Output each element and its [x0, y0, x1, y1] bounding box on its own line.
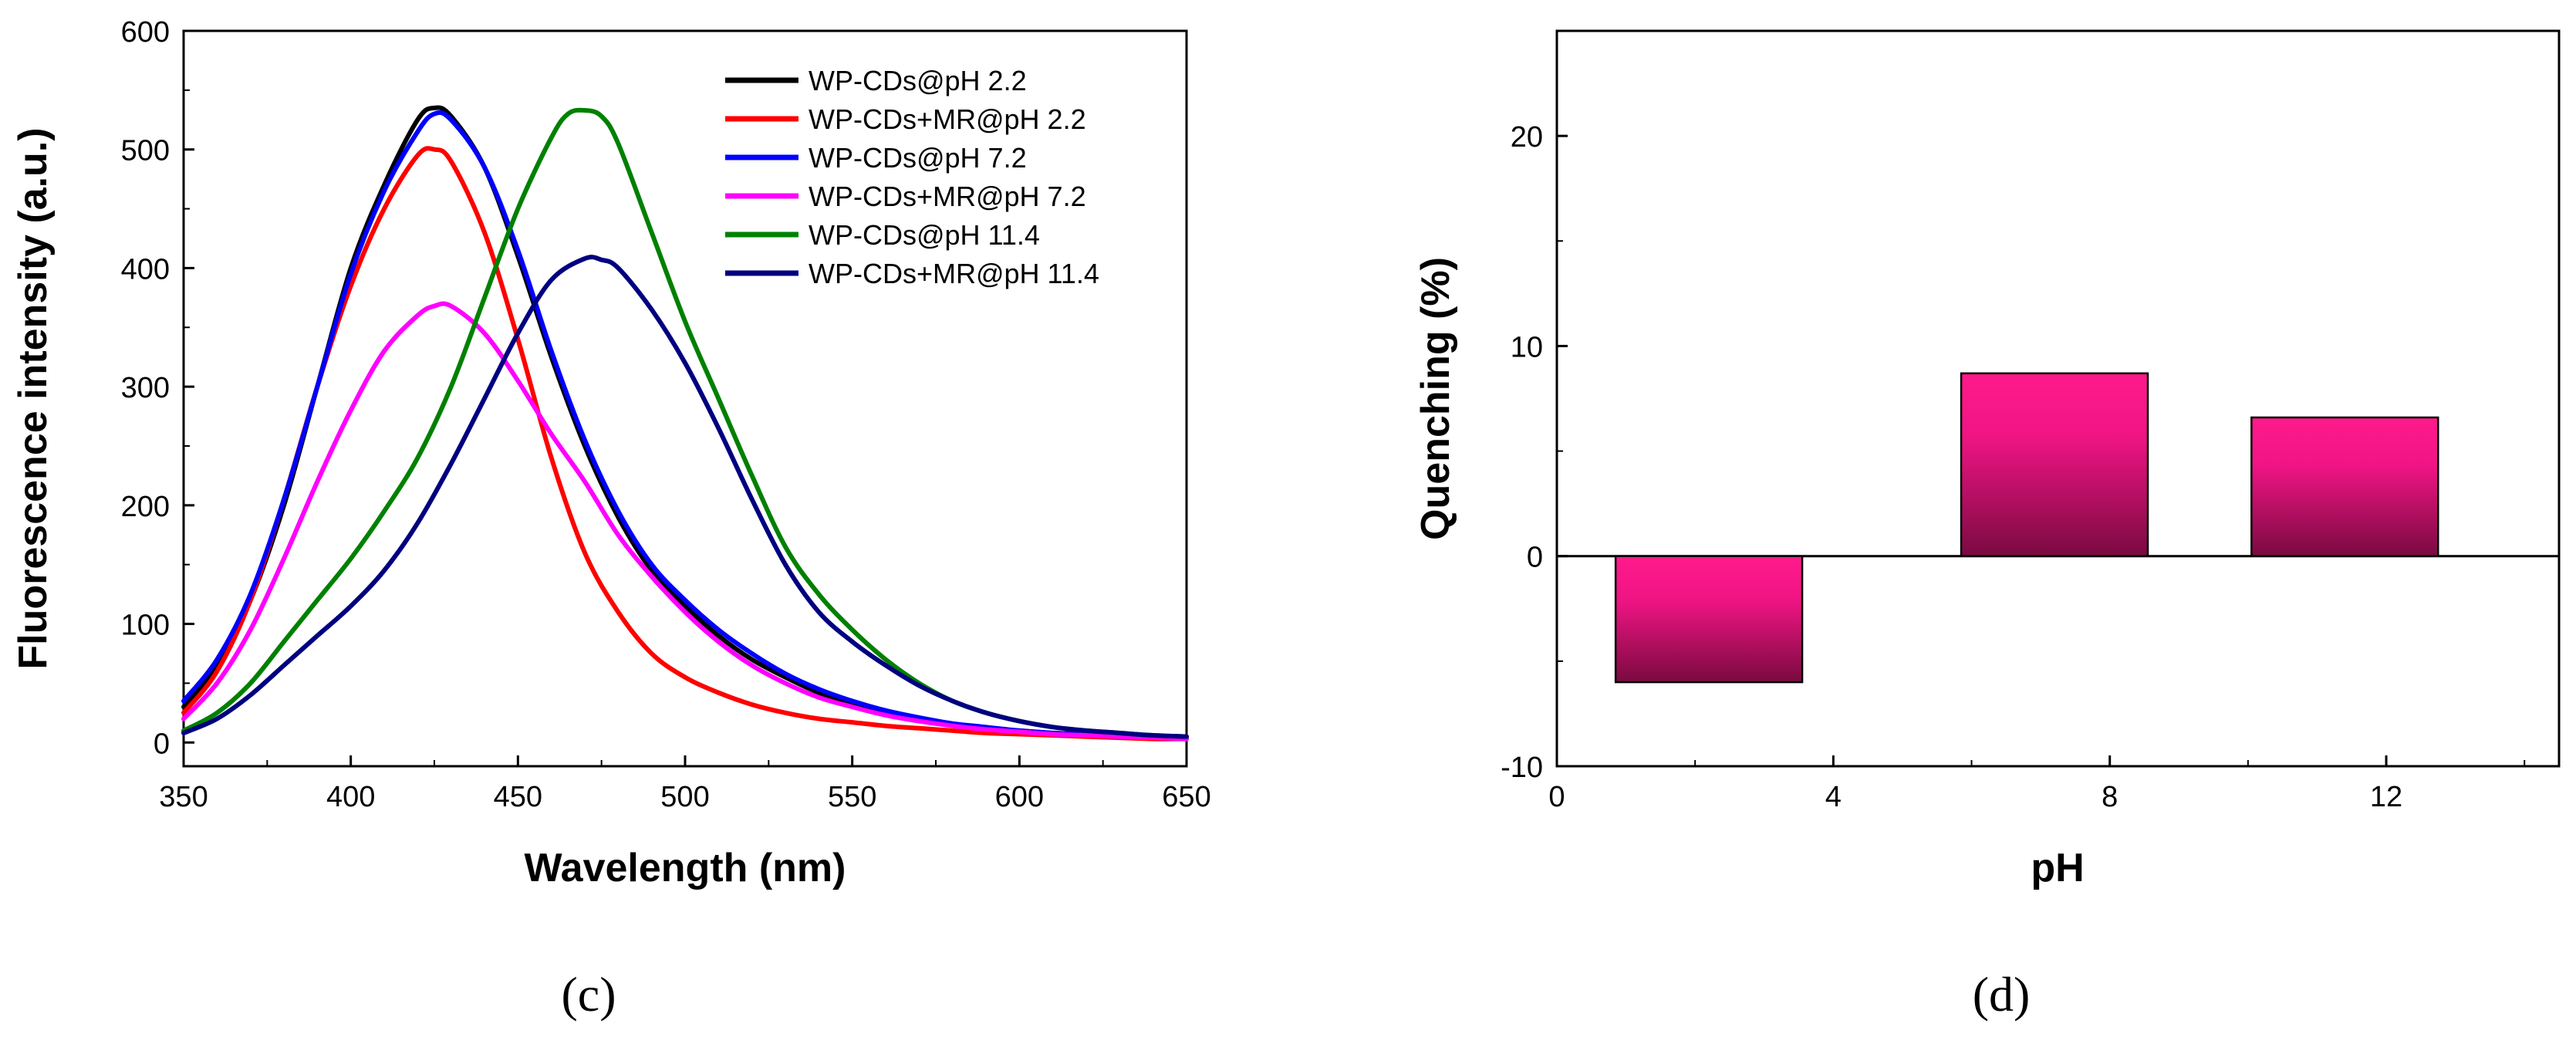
- legend-label: WP-CDs@pH 7.2: [809, 142, 1027, 174]
- y-tick-label: 20: [1511, 121, 1543, 154]
- legend-label: WP-CDs+MR@pH 2.2: [809, 103, 1086, 135]
- y-tick-label: 200: [121, 491, 170, 523]
- x-tick-label: 350: [159, 781, 208, 813]
- panel-label-c: (c): [561, 967, 616, 1022]
- x-tick-label: 8: [2102, 781, 2118, 813]
- legend: WP-CDs@pH 2.2 WP-CDs+MR@pH 2.2 WP-CDs@pH 7…: [725, 65, 1099, 289]
- x-axis-label: pH: [2031, 846, 2084, 890]
- x-tick-label: 450: [494, 781, 542, 813]
- x-tick-label: 4: [1825, 781, 1842, 813]
- x-tick-label: 12: [2370, 781, 2402, 813]
- x-axis-label: Wavelength (nm): [525, 846, 846, 890]
- y-tick-label: 300: [121, 372, 170, 404]
- y-axis: -10 0 10 20: [1501, 30, 1568, 784]
- plot-frame: [1555, 29, 2561, 768]
- y-tick-label: 500: [121, 135, 170, 167]
- y-tick-label: 100: [121, 610, 170, 642]
- legend-label: WP-CDs@pH 11.4: [809, 219, 1040, 251]
- y-tick-label: 0: [1527, 542, 1543, 574]
- legend-label: WP-CDs@pH 2.2: [809, 65, 1027, 96]
- y-axis-label: Quenching (%): [1413, 257, 1458, 540]
- y-axis-label: Fluorescence intensity (a.u.): [11, 127, 56, 669]
- x-tick-label: 650: [1162, 781, 1210, 813]
- series-line: [181, 255, 1189, 739]
- bar: [2250, 416, 2439, 557]
- series-line: [181, 301, 1189, 742]
- y-tick-label: 10: [1511, 331, 1543, 363]
- bars-group: [1614, 372, 2439, 684]
- plot-frame: [182, 29, 1188, 768]
- bar: [1960, 372, 2149, 557]
- x-tick-label: 550: [828, 781, 876, 813]
- bar: [1614, 555, 1804, 684]
- legend-label: WP-CDs+MR@pH 7.2: [809, 181, 1086, 212]
- x-tick-label: 600: [995, 781, 1044, 813]
- x-tick-label: 400: [326, 781, 375, 813]
- series-group: [181, 105, 1189, 742]
- x-axis: 0 4 8 12: [1548, 755, 2526, 813]
- legend-label: WP-CDs+MR@pH 11.4: [809, 258, 1099, 289]
- y-axis: 0 100 200 300 400 500 600: [121, 16, 194, 760]
- y-tick-label: 0: [154, 728, 170, 760]
- x-tick-label: 0: [1548, 781, 1565, 813]
- x-tick-label: 500: [660, 781, 709, 813]
- y-tick-label: 600: [121, 16, 170, 49]
- panel-label-d: (d): [1973, 967, 2031, 1022]
- y-tick-label: -10: [1501, 752, 1543, 784]
- x-axis: 350 400 450 500 550 600 650: [159, 755, 1211, 813]
- panel-c-line-chart: 0 100 200 300 400 500 600 350 400 450 500 550 600 65…: [11, 16, 1211, 1022]
- y-tick-label: 400: [121, 253, 170, 285]
